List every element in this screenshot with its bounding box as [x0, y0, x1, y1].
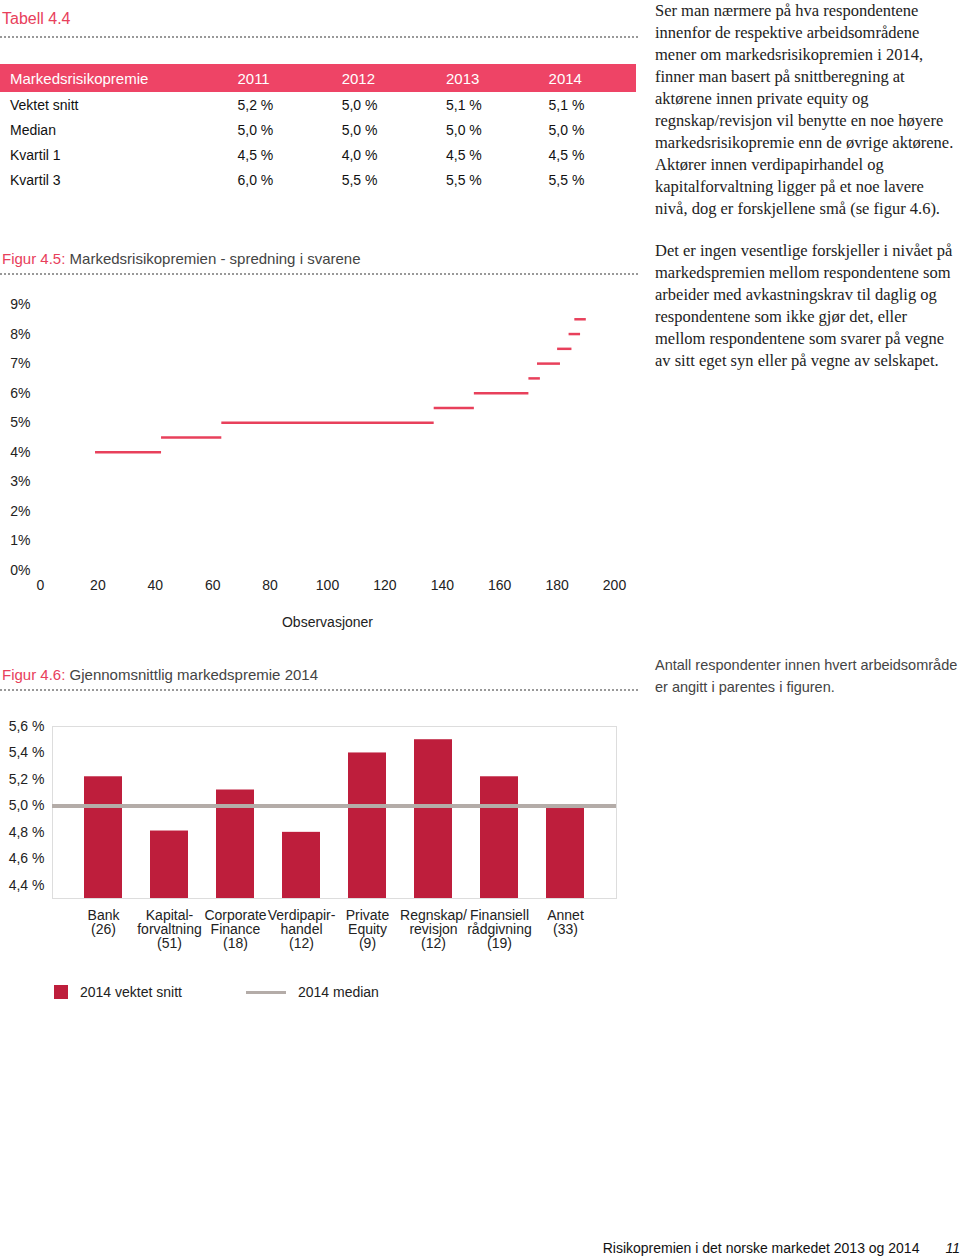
- svg-text:160: 160: [488, 577, 512, 593]
- svg-text:5%: 5%: [10, 414, 30, 430]
- svg-text:Kapital-forvaltning(51): Kapital-forvaltning(51): [137, 907, 202, 951]
- html-text:5,1 %: 5,1 %: [446, 96, 482, 113]
- svg-text:2%: 2%: [10, 503, 30, 519]
- html-text:Det er ingen vesentlige forskj: Det er ingen vesentlige forskjeller i ni…: [655, 241, 953, 370]
- svg-text:4%: 4%: [10, 444, 30, 460]
- svg-text:Annet(33): Annet(33): [547, 907, 584, 937]
- html-text:Figur 4.5: Markedsrisikopremie: Figur 4.5: Markedsrisikopremien - spredn…: [2, 250, 361, 267]
- svg-text:4,4 %: 4,4 %: [9, 877, 45, 893]
- svg-text:100: 100: [316, 577, 340, 593]
- html-text:2014 median: 2014 median: [298, 984, 379, 1000]
- html-text:5,5 %: 5,5 %: [548, 171, 585, 188]
- html-text:11: 11: [945, 1240, 960, 1256]
- html-text:4,5 %: 4,5 %: [446, 146, 482, 163]
- svg-text:140: 140: [431, 577, 455, 593]
- html-text:5,5 %: 5,5 %: [341, 171, 378, 188]
- svg-text:8%: 8%: [10, 326, 30, 342]
- svg-text:40: 40: [148, 577, 164, 593]
- svg-text:Regnskap/revisjon(12): Regnskap/revisjon(12): [400, 907, 467, 951]
- svg-text:7%: 7%: [10, 355, 30, 371]
- svg-text:5,0 %: 5,0 %: [9, 797, 45, 813]
- html-text:5,5 %: 5,5 %: [446, 171, 482, 188]
- html-text:Vektet snitt: Vektet snitt: [10, 96, 79, 113]
- svg-text:60: 60: [205, 577, 221, 593]
- svg-text:80: 80: [262, 577, 278, 593]
- html-text:Kvartil 1: Kvartil 1: [10, 146, 61, 163]
- html-text:5,0 %: 5,0 %: [341, 121, 378, 138]
- svg-text:200: 200: [603, 577, 627, 593]
- svg-text:180: 180: [545, 577, 569, 593]
- html-text:2012: 2012: [341, 69, 375, 87]
- html-text:Kvartil 3: Kvartil 3: [10, 171, 61, 188]
- svg-text:Observasjoner: Observasjoner: [282, 614, 373, 630]
- svg-text:4,6 %: 4,6 %: [9, 850, 45, 866]
- html-text:5,0 %: 5,0 %: [341, 96, 378, 113]
- svg-text:1%: 1%: [10, 532, 30, 548]
- html-text:5,2 %: 5,2 %: [237, 96, 274, 113]
- svg-text:0%: 0%: [10, 562, 30, 578]
- html-text:Antall respondenter innen hver: Antall respondenter innen hvert arbeidso…: [655, 657, 958, 695]
- html-text:Figur 4.6: Gjennomsnittlig mar: Figur 4.6: Gjennomsnittlig markedspremie…: [2, 666, 318, 683]
- svg-text:120: 120: [373, 577, 397, 593]
- svg-text:3%: 3%: [10, 473, 30, 489]
- html-text:Ser man nærmere på hva respond: Ser man nærmere på hva respondentene inn…: [655, 1, 954, 218]
- html-text:5,0 %: 5,0 %: [548, 121, 585, 138]
- html-text:5,0 %: 5,0 %: [237, 121, 274, 138]
- svg-text:5,2 %: 5,2 %: [9, 771, 45, 787]
- html-text:5,1 %: 5,1 %: [548, 96, 585, 113]
- html-text:2011: 2011: [237, 69, 270, 87]
- svg-text:9%: 9%: [10, 296, 30, 312]
- html-text:Risikopremien i det norske mar: Risikopremien i det norske markedet 2013…: [602, 1240, 920, 1256]
- svg-text:4,8 %: 4,8 %: [9, 824, 45, 840]
- svg-text:Bank(26): Bank(26): [88, 907, 121, 937]
- svg-text:5,6 %: 5,6 %: [9, 718, 45, 734]
- svg-text:6%: 6%: [10, 385, 30, 401]
- html-text:6,0 %: 6,0 %: [237, 171, 274, 188]
- html-text:Markedsrisikopremie: Markedsrisikopremie: [10, 69, 149, 87]
- svg-text:PrivateEquity(9): PrivateEquity(9): [346, 907, 390, 951]
- html-text:4,0 %: 4,0 %: [341, 146, 378, 163]
- svg-text:CorporateFinance(18): CorporateFinance(18): [204, 907, 266, 951]
- html-text:2013: 2013: [446, 69, 480, 87]
- svg-text:20: 20: [90, 577, 106, 593]
- svg-text:0: 0: [37, 577, 45, 593]
- svg-text:Finansiellrådgivning(19): Finansiellrådgivning(19): [467, 907, 532, 951]
- html-text:Tabell 4.4: Tabell 4.4: [2, 10, 71, 27]
- html-text:4,5 %: 4,5 %: [237, 146, 274, 163]
- html-text:Median: Median: [10, 121, 56, 138]
- svg-text:Verdipapir-handel(12): Verdipapir-handel(12): [268, 907, 336, 951]
- svg-text:5,4 %: 5,4 %: [9, 744, 45, 760]
- html-text:2014: 2014: [548, 69, 582, 87]
- html-text:5,0 %: 5,0 %: [446, 121, 482, 138]
- html-text:2014 vektet snitt: 2014 vektet snitt: [80, 984, 182, 1000]
- html-text:4,5 %: 4,5 %: [548, 146, 585, 163]
